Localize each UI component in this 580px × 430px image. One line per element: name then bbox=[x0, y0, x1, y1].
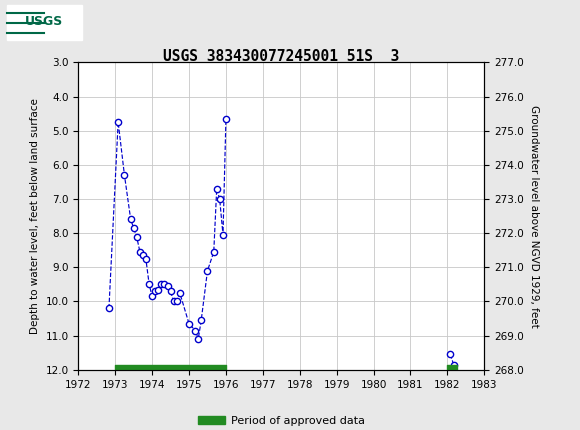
Y-axis label: Groundwater level above NGVD 1929, feet: Groundwater level above NGVD 1929, feet bbox=[530, 104, 539, 328]
FancyBboxPatch shape bbox=[7, 6, 82, 40]
Y-axis label: Depth to water level, feet below land surface: Depth to water level, feet below land su… bbox=[30, 98, 40, 334]
Text: USGS 383430077245001 51S  3: USGS 383430077245001 51S 3 bbox=[163, 49, 400, 64]
Legend: Period of approved data: Period of approved data bbox=[193, 412, 369, 430]
Text: USGS: USGS bbox=[24, 15, 63, 28]
